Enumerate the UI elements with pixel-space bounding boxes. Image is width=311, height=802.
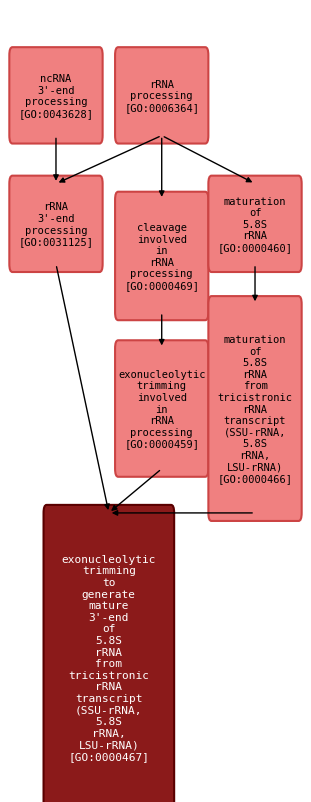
FancyBboxPatch shape bbox=[44, 505, 174, 802]
Text: exonucleolytic
trimming
to
generate
mature
3'-end
of
5.8S
rRNA
from
tricistronic: exonucleolytic trimming to generate matu… bbox=[62, 554, 156, 761]
FancyBboxPatch shape bbox=[208, 176, 302, 273]
Text: cleavage
involved
in
rRNA
processing
[GO:0000469]: cleavage involved in rRNA processing [GO… bbox=[124, 223, 199, 290]
FancyBboxPatch shape bbox=[208, 297, 302, 521]
FancyBboxPatch shape bbox=[115, 48, 208, 144]
Text: exonucleolytic
trimming
involved
in
rRNA
processing
[GO:0000459]: exonucleolytic trimming involved in rRNA… bbox=[118, 369, 206, 449]
FancyBboxPatch shape bbox=[9, 48, 103, 144]
FancyBboxPatch shape bbox=[9, 176, 103, 273]
Text: rRNA
processing
[GO:0006364]: rRNA processing [GO:0006364] bbox=[124, 79, 199, 113]
Text: rRNA
3'-end
processing
[GO:0031125]: rRNA 3'-end processing [GO:0031125] bbox=[18, 202, 94, 247]
Text: ncRNA
3'-end
processing
[GO:0043628]: ncRNA 3'-end processing [GO:0043628] bbox=[18, 74, 94, 119]
FancyBboxPatch shape bbox=[115, 192, 208, 321]
FancyBboxPatch shape bbox=[115, 341, 208, 477]
Text: maturation
of
5.8S
rRNA
from
tricistronic
rRNA
transcript
(SSU-rRNA,
5.8S
rRNA,
: maturation of 5.8S rRNA from tricistroni… bbox=[217, 334, 293, 484]
Text: maturation
of
5.8S
rRNA
[GO:0000460]: maturation of 5.8S rRNA [GO:0000460] bbox=[217, 196, 293, 253]
